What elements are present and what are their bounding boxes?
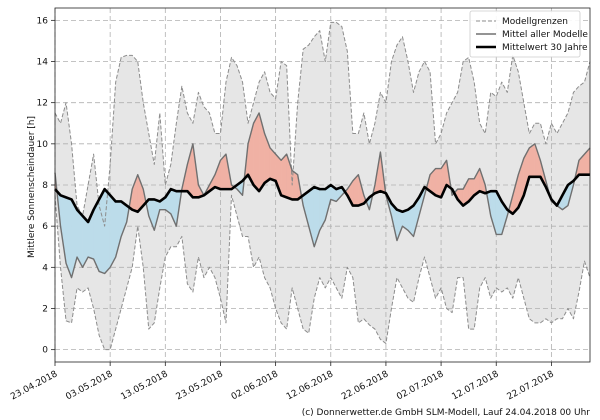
y-tick-label-2: 2 [42,304,48,314]
y-axis-ticks: 0 2 4 6 8 10 12 14 16 [37,16,55,356]
diff-band-69 [435,168,442,198]
diff-band-8 [98,189,105,274]
model-mean-line [54,112,591,279]
diff-band-10 [109,194,116,268]
y-tick-label-10: 10 [37,140,49,150]
y-tick-label-4: 4 [42,263,48,273]
diff-band-9 [104,188,111,275]
envelope-upper-line [54,21,591,227]
legend-label-model-mean: Mittel aller Modelle [502,30,588,40]
legend: Modellgrenzen Mittel aller Modelle Mitte… [469,10,588,58]
y-tick-label-14: 14 [37,58,49,68]
y-axis-label: Mittlere Sonnenscheindauer [h] [27,116,37,258]
y-tick-label-16: 16 [37,16,49,26]
plot-area [54,8,591,362]
y-tick-label-12: 12 [37,99,48,109]
climate-mean-line [54,173,590,224]
legend-label-climate-mean: Mittelwert 30 Jahre [502,43,588,53]
diff-band-86 [529,143,536,177]
legend-label-envelope: Modellgrenzen [502,17,568,27]
envelope-area [55,22,590,350]
legend-box [469,10,581,58]
diff-band-41 [280,153,287,198]
envelope-lower-line [54,194,591,351]
diff-band-36 [253,112,260,192]
footer-credit: (c) Donnerwetter.de GmbH SLM-Modell, Lau… [302,408,591,418]
y-tick-label-0: 0 [42,346,48,356]
y-tick-label-6: 6 [42,222,48,232]
y-tick-label-8: 8 [42,181,48,191]
